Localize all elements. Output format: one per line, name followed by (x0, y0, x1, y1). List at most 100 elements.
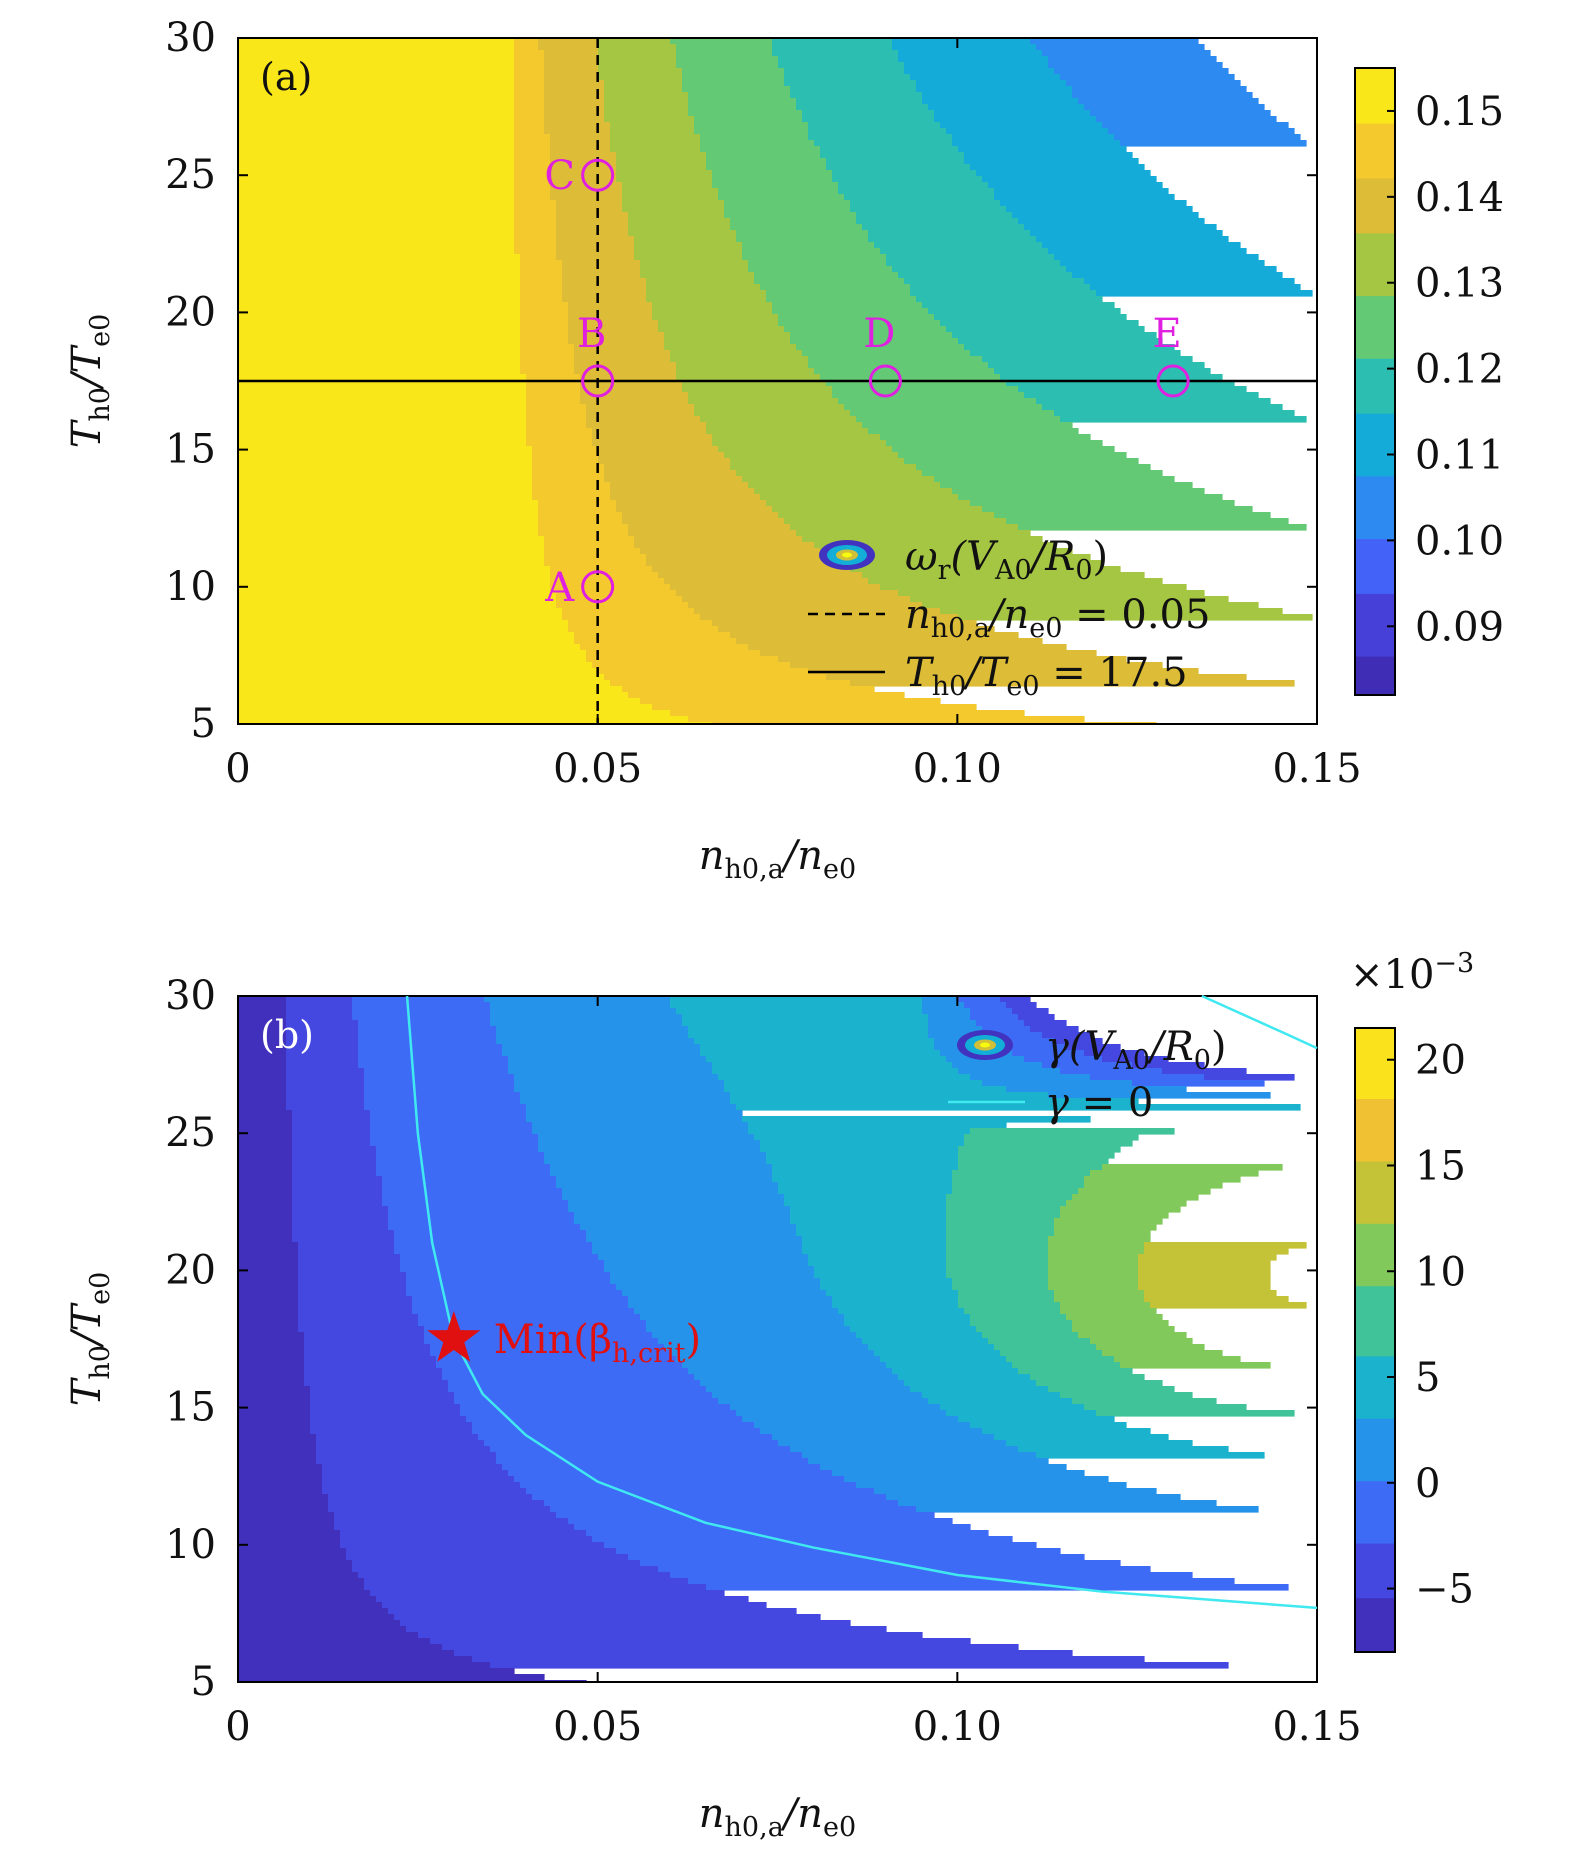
x-tick-label: 0.15 (1272, 1704, 1361, 1750)
point-label-C: C (544, 153, 575, 199)
colorbar-step (1355, 624, 1395, 634)
colorbar-step (1355, 1269, 1395, 1279)
colorbar-step (1355, 1207, 1395, 1216)
colorbar-step (1355, 334, 1395, 344)
colorbar-step (1355, 1355, 1395, 1365)
colorbar-step (1355, 1433, 1395, 1443)
y-axis-label: Th0/Te0 (64, 314, 116, 449)
legend-contour-icon-core (980, 1042, 990, 1048)
colorbar-step (1355, 600, 1395, 610)
colorbar-step (1355, 1347, 1395, 1357)
colorbar-step (1355, 91, 1395, 101)
colorbar-step (1355, 467, 1395, 477)
colorbar-tick-label: 5 (1415, 1355, 1440, 1401)
colorbar-step (1355, 1410, 1395, 1419)
colorbar-step (1355, 1581, 1395, 1591)
legend-label-omega: ωr(VA0/R0) (905, 534, 1108, 586)
colorbar-step (1355, 185, 1395, 195)
colorbar-step (1355, 389, 1395, 398)
colorbar-step (1355, 1238, 1395, 1248)
colorbar-step (1355, 177, 1395, 187)
colorbar-step (1355, 1074, 1395, 1084)
colorbar-step (1355, 530, 1395, 540)
x-tick-label: 0.05 (553, 746, 642, 792)
colorbar-step (1355, 397, 1395, 406)
colorbar: 20 15 10 5 0 −5 ×10−3 (1350, 948, 1474, 1653)
colorbar-step (1355, 647, 1395, 657)
colorbar-step (1355, 1402, 1395, 1411)
colorbar-step (1355, 201, 1395, 210)
point-marker-C (581, 158, 615, 192)
colorbar-step (1355, 436, 1395, 445)
colorbar-step (1355, 663, 1395, 673)
colorbar-step (1355, 1503, 1395, 1513)
y-tick-label: 5 (191, 1659, 216, 1705)
colorbar-step (1355, 1379, 1395, 1388)
y-tick-label: 10 (165, 564, 216, 610)
colorbar-tick-label: −5 (1415, 1567, 1474, 1613)
colorbar-step (1355, 1620, 1395, 1630)
colorbar-step (1355, 1043, 1395, 1053)
colorbar-step (1355, 546, 1395, 555)
colorbar-step (1355, 640, 1395, 649)
y-tick-label: 25 (165, 1110, 216, 1156)
colorbar-step (1355, 1215, 1395, 1224)
colorbar-step (1355, 1363, 1395, 1372)
colorbar-step (1355, 1051, 1395, 1060)
colorbar-step (1355, 68, 1395, 77)
x-tick-label: 0.15 (1272, 746, 1361, 792)
x-axis-label: nh0,a/ne0 (699, 1791, 856, 1843)
colorbar-tick-label: 10 (1415, 1249, 1466, 1295)
colorbar-step (1355, 459, 1395, 469)
colorbar-step (1355, 1457, 1395, 1466)
point-label-A: A (544, 565, 575, 611)
colorbar-step (1355, 209, 1395, 218)
point-label-B: B (577, 311, 606, 357)
heatmap-field (238, 38, 1313, 724)
colorbar-step (1355, 1480, 1395, 1489)
y-axis-label: Th0/Te0 (64, 1272, 116, 1407)
point-marker-B (581, 364, 615, 398)
panel-label: (b) (260, 1013, 314, 1057)
legend-label-solid: Th0/Te0 = 17.5 (905, 650, 1188, 702)
heatmap-field (238, 996, 1307, 1682)
colorbar-step (1355, 1082, 1395, 1092)
colorbar-step (1355, 1277, 1395, 1287)
legend-label-gamma: γ(VA0/R0) (1045, 1024, 1226, 1076)
colorbar-step (1355, 1636, 1395, 1645)
colorbar-step (1355, 1254, 1395, 1263)
colorbar-step (1355, 1035, 1395, 1045)
panel-label: (a) (260, 55, 312, 99)
colorbar-step (1355, 506, 1395, 516)
colorbar-step (1355, 1230, 1395, 1240)
colorbar-step (1355, 1098, 1395, 1107)
plot-frame (237, 995, 1318, 1683)
colorbar-tick-label: 0.13 (1415, 261, 1504, 307)
colorbar-step (1355, 1113, 1395, 1123)
y-tick-label: 10 (165, 1522, 216, 1568)
colorbar-step (1355, 1176, 1395, 1185)
colorbar: 0.15 0.14 0.13 0.12 0.11 0.10 0.09 (1354, 67, 1504, 696)
colorbar-step (1355, 287, 1395, 297)
colorbar-step (1355, 1246, 1395, 1255)
colorbar-step (1355, 522, 1395, 532)
colorbar-step (1355, 295, 1395, 304)
colorbar-step (1355, 169, 1395, 179)
colorbar-step (1355, 1496, 1395, 1505)
colorbar-multiplier: ×10−3 (1350, 948, 1474, 998)
colorbar-tick-label: 15 (1415, 1143, 1466, 1189)
colorbar-step (1355, 1488, 1395, 1497)
colorbar-step (1355, 271, 1395, 281)
colorbar-step (1355, 420, 1395, 430)
colorbar-step (1355, 499, 1395, 508)
colorbar-step (1355, 1542, 1395, 1552)
y-tick-label: 30 (165, 15, 216, 61)
colorbar-tick-label: 0 (1415, 1461, 1440, 1507)
colorbar-step (1355, 475, 1395, 485)
colorbar-step (1355, 310, 1395, 320)
colorbar-step (1355, 1184, 1395, 1193)
colorbar-step (1355, 679, 1395, 688)
point-marker-E (1156, 364, 1190, 398)
colorbar-step (1355, 342, 1395, 351)
colorbar-step (1355, 1605, 1395, 1614)
